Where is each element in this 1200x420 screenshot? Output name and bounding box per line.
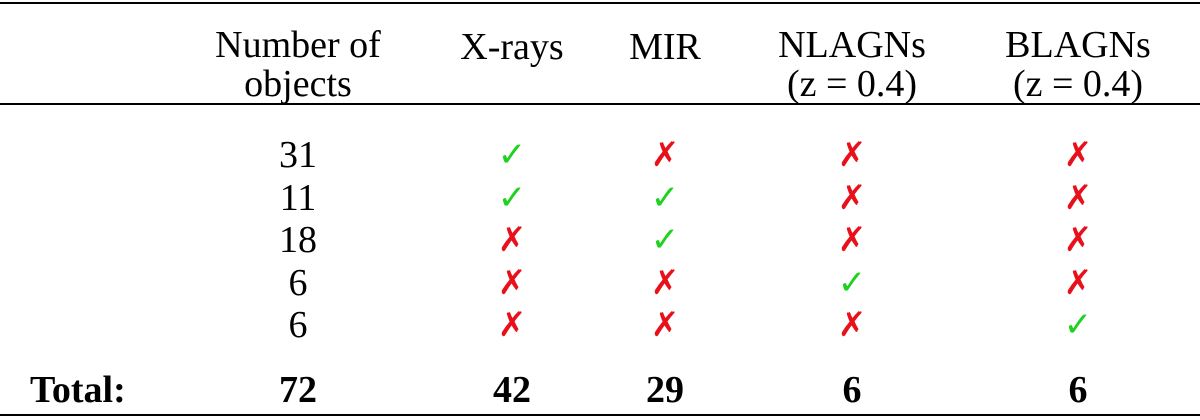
- header-cell: (z = 0.4): [1012, 63, 1144, 105]
- total-value: 72: [279, 369, 317, 411]
- status-mark: ✗: [837, 305, 867, 345]
- total-value: 42: [493, 369, 531, 411]
- status-mark: ✓: [1063, 305, 1093, 345]
- header-cell: (z = 0.4): [786, 63, 918, 105]
- object-count: 31: [279, 134, 317, 176]
- header-cell: X-rays: [460, 26, 564, 68]
- header-cell: BLAGNs: [1005, 24, 1151, 66]
- status-mark: ✗: [650, 263, 680, 303]
- status-mark: ✓: [497, 135, 527, 175]
- object-count: 6: [288, 262, 308, 304]
- status-mark: ✓: [497, 178, 527, 218]
- status-mark: ✗: [1063, 263, 1093, 303]
- status-mark: ✗: [650, 305, 680, 345]
- object-count: 6: [288, 304, 308, 346]
- status-mark: ✗: [837, 135, 867, 175]
- top-rule: [0, 2, 1200, 4]
- header-cell: objects: [244, 63, 352, 105]
- status-mark: ✗: [1063, 135, 1093, 175]
- status-mark: ✓: [650, 220, 680, 260]
- status-mark: ✗: [1063, 178, 1093, 218]
- status-mark: ✗: [497, 220, 527, 260]
- header-cell: NLAGNs: [778, 24, 926, 66]
- status-mark: ✗: [497, 263, 527, 303]
- status-mark: ✗: [1063, 220, 1093, 260]
- status-mark: ✓: [650, 178, 680, 218]
- total-value: 6: [1068, 369, 1088, 411]
- header-cell: Number of: [215, 24, 381, 66]
- bottom-rule: [0, 414, 1200, 416]
- header-rule: [0, 103, 1200, 105]
- total-value: 6: [842, 369, 862, 411]
- status-mark: ✗: [837, 178, 867, 218]
- status-mark: ✗: [837, 220, 867, 260]
- object-count: 18: [279, 219, 317, 261]
- header-cell: MIR: [629, 26, 701, 68]
- status-mark: ✗: [650, 135, 680, 175]
- status-mark: ✓: [837, 263, 867, 303]
- status-mark: ✗: [497, 305, 527, 345]
- total-label: Total:: [30, 369, 126, 411]
- total-value: 29: [646, 369, 684, 411]
- object-count: 11: [279, 177, 317, 219]
